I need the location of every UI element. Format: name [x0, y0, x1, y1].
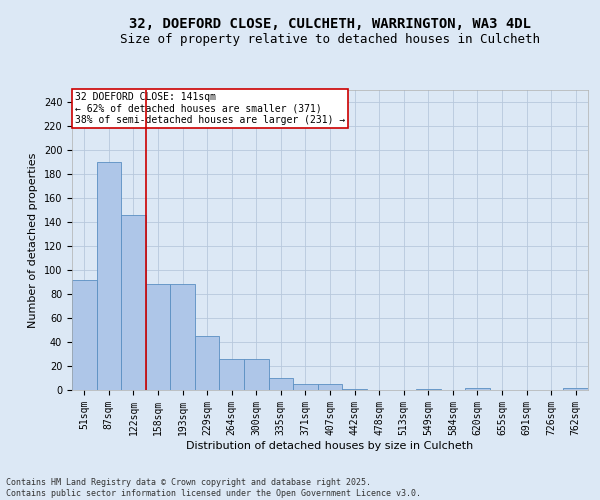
Bar — [195, 336, 220, 390]
Bar — [220, 359, 244, 390]
X-axis label: Distribution of detached houses by size in Culcheth: Distribution of detached houses by size … — [187, 440, 473, 450]
Bar — [146, 284, 170, 390]
Bar — [563, 388, 588, 390]
Bar — [465, 388, 490, 390]
Bar — [269, 378, 293, 390]
Bar — [416, 389, 440, 390]
Text: Contains HM Land Registry data © Crown copyright and database right 2025.
Contai: Contains HM Land Registry data © Crown c… — [6, 478, 421, 498]
Text: 32 DOEFORD CLOSE: 141sqm
← 62% of detached houses are smaller (371)
38% of semi-: 32 DOEFORD CLOSE: 141sqm ← 62% of detach… — [74, 92, 345, 124]
Bar — [342, 389, 367, 390]
Text: 32, DOEFORD CLOSE, CULCHETH, WARRINGTON, WA3 4DL: 32, DOEFORD CLOSE, CULCHETH, WARRINGTON,… — [129, 18, 531, 32]
Bar — [244, 359, 269, 390]
Bar — [97, 162, 121, 390]
Bar — [318, 384, 342, 390]
Bar — [293, 384, 318, 390]
Y-axis label: Number of detached properties: Number of detached properties — [28, 152, 38, 328]
Bar — [121, 215, 146, 390]
Text: Size of property relative to detached houses in Culcheth: Size of property relative to detached ho… — [120, 32, 540, 46]
Bar — [170, 284, 195, 390]
Bar — [72, 280, 97, 390]
